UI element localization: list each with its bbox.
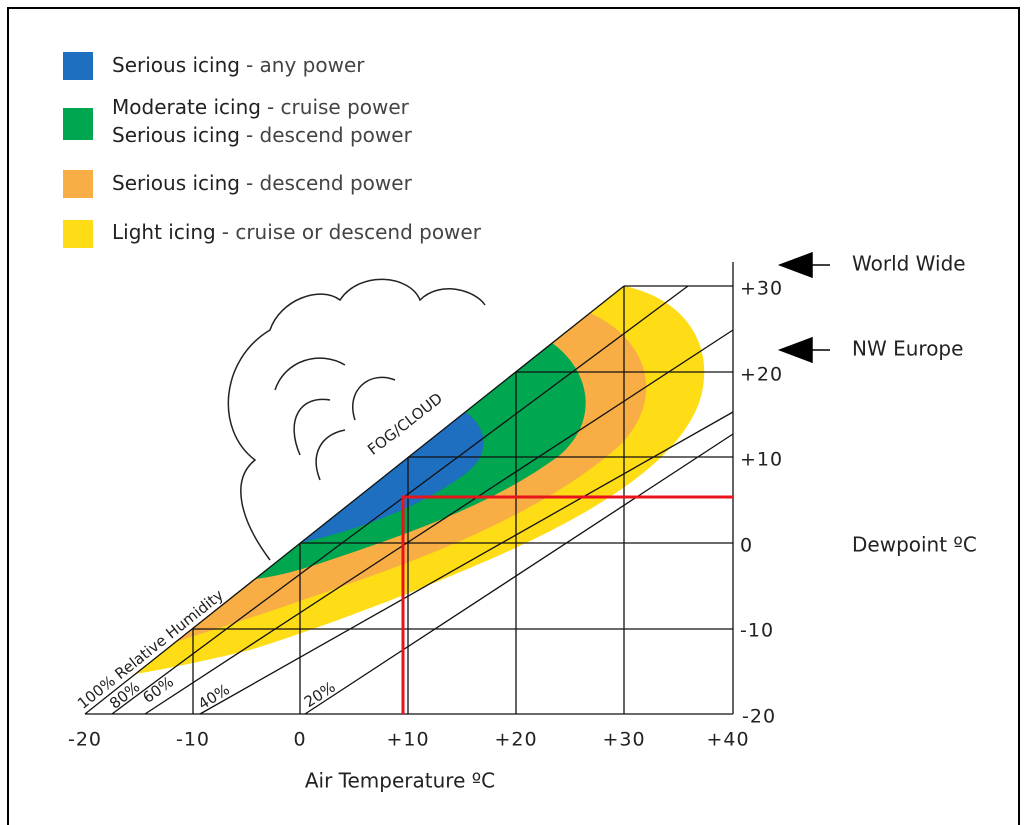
y-tick-label: -20	[742, 706, 776, 728]
x-tick-label: +20	[494, 729, 537, 751]
legend-text: Serious icing- descend power	[112, 123, 413, 147]
legend-text: Moderate icing- cruise power	[112, 95, 410, 119]
x-tick-label: +10	[386, 729, 429, 751]
x-tick-label: -20	[68, 729, 102, 751]
legend-swatch	[63, 170, 93, 198]
legend-swatch	[63, 108, 93, 140]
icing-zones	[135, 286, 704, 674]
y-tick-label: +30	[740, 278, 783, 300]
x-tick-label: +30	[602, 729, 645, 751]
legend-text: Serious icing- descend power	[112, 171, 413, 195]
y-tick-label: +10	[740, 449, 783, 471]
legend-desc: - descend power	[246, 171, 413, 195]
humidity-label: 40%	[195, 680, 233, 713]
legend-term: Serious icing	[112, 123, 240, 147]
legend-text: Light icing- cruise or descend power	[112, 220, 482, 244]
side-label: World Wide	[852, 252, 966, 276]
legend-term: Serious icing	[112, 53, 240, 77]
legend-term: Light icing	[112, 220, 216, 244]
arrows	[780, 253, 830, 362]
icing-chart: Serious icing- any powerModerate icing- …	[0, 0, 1027, 825]
legend-desc: - descend power	[246, 123, 413, 147]
side-label: NW Europe	[852, 337, 963, 361]
side-label: Dewpoint ºC	[852, 533, 977, 557]
legend-desc: - cruise or descend power	[222, 220, 482, 244]
y-tick-label: +20	[740, 364, 783, 386]
humidity-label: 60%	[139, 673, 177, 707]
legend-term: Serious icing	[112, 171, 240, 195]
x-axis-title: Air Temperature ºC	[305, 769, 495, 793]
humidity-label: 20%	[301, 678, 339, 711]
y-tick-label: -10	[740, 620, 774, 642]
legend-term: Moderate icing	[112, 95, 261, 119]
x-tick-label: 0	[293, 729, 306, 751]
legend-swatch	[63, 52, 93, 80]
legend-desc: - cruise power	[267, 95, 410, 119]
legend-desc: - any power	[246, 53, 365, 77]
y-tick-label: 0	[740, 535, 753, 557]
legend-swatch	[63, 220, 93, 248]
x-tick-label: +40	[706, 729, 749, 751]
x-tick-label: -10	[176, 729, 210, 751]
legend-text: Serious icing- any power	[112, 53, 365, 77]
